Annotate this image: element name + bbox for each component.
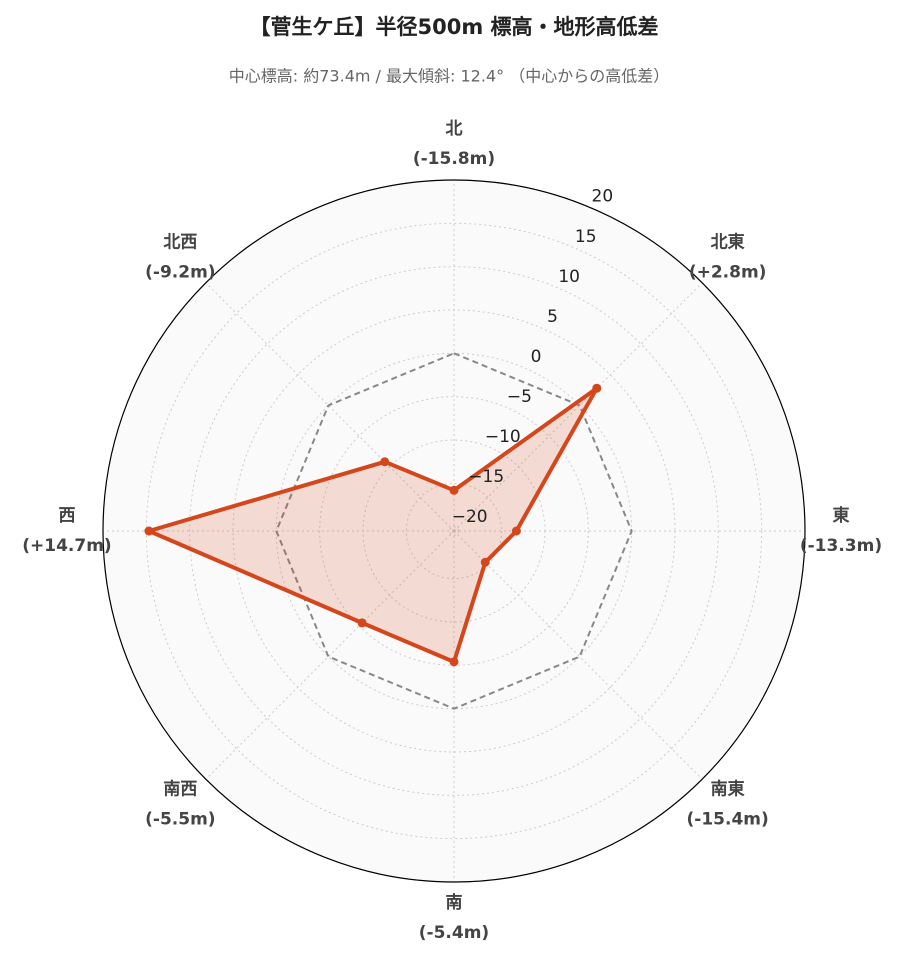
- grid-circle: [189, 266, 719, 796]
- angular-value-label: (+14.7m): [22, 536, 111, 556]
- point: [380, 457, 390, 467]
- angular-value-label: (+2.8m): [689, 262, 767, 282]
- radial-tick-label: −15: [468, 467, 504, 487]
- point: [449, 485, 459, 495]
- grid-circle: [449, 526, 459, 536]
- angular-label: 西: [59, 506, 76, 526]
- angular-grid-line: [205, 282, 455, 532]
- radial-tick-label: −5: [507, 387, 532, 407]
- angular-label: 南西: [163, 779, 197, 800]
- point: [511, 526, 521, 536]
- chart-subtitle: 中心標高: 約73.4m / 最大傾斜: 12.4° （中心からの高低差）: [229, 67, 669, 86]
- chart-title: 【菅生ケ丘】半径500m 標高・地形高低差: [249, 15, 658, 39]
- grid-circle: [405, 482, 503, 580]
- angular-label: 東: [833, 505, 850, 526]
- angular-value-label: (-9.2m): [145, 262, 215, 282]
- radial-tick-label: 0: [531, 347, 542, 367]
- angular-label: 南東: [711, 779, 745, 800]
- angular-value-label: (-13.3m): [800, 536, 882, 556]
- angular-label: 北: [446, 119, 463, 139]
- angular-value-label: (-15.4m): [687, 810, 769, 830]
- point: [449, 657, 459, 667]
- angular-value-label: (-5.4m): [419, 923, 489, 943]
- point: [592, 383, 602, 393]
- radial-tick-label: 15: [575, 227, 597, 247]
- angular-grid-line: [453, 530, 703, 780]
- angular-value-label: (-5.5m): [145, 810, 215, 830]
- radial-tick-label: 5: [547, 307, 558, 327]
- point: [357, 618, 367, 628]
- angular-grid-line: [453, 282, 703, 532]
- angular-label: 北東: [711, 231, 745, 252]
- angular-label: 北西: [163, 232, 197, 252]
- radial-tick-label: 20: [592, 187, 614, 207]
- radial-tick-label: 10: [558, 267, 580, 287]
- angular-label: 南: [446, 892, 463, 913]
- angular-grid-line: [205, 530, 455, 780]
- point: [144, 526, 154, 536]
- radial-tick-label: −10: [485, 427, 521, 447]
- angular-value-label: (-15.8m): [413, 149, 495, 169]
- radial-tick-label: −20: [452, 507, 488, 527]
- reference-line: [275, 352, 633, 710]
- polar-frame: [102, 179, 806, 883]
- point: [480, 557, 490, 567]
